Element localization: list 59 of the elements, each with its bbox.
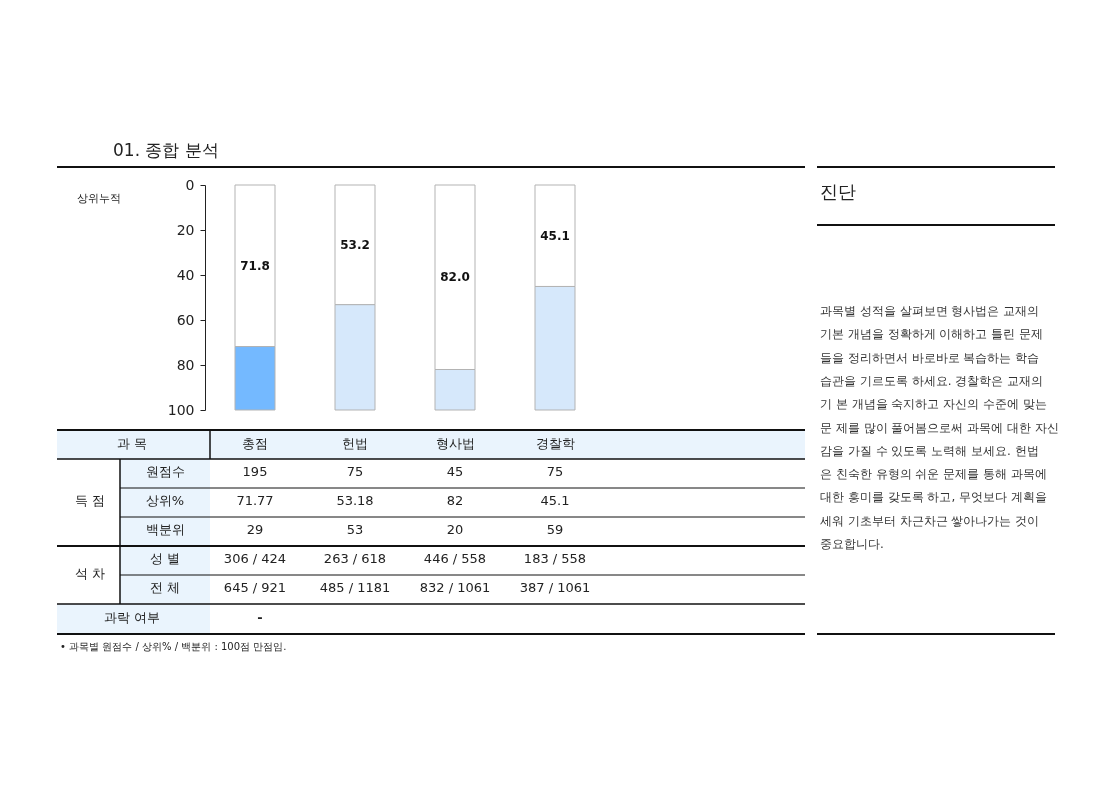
text: - [257,610,263,625]
text: 은 친숙한 유형의 쉬운 문제를 통해 과목에 [820,467,1047,482]
text: 183 / 558 [523,551,587,566]
text: 387 / 1061 [519,580,591,595]
text: 석 차 [74,566,106,581]
text: 45 [446,464,464,479]
text: 성 별 [149,551,181,566]
text: 195 [242,464,268,479]
y-tick-label: 40 [176,266,195,283]
text: 전 체 [149,580,181,595]
text: 감을 가질 수 있도록 노력해 보세요. 헌법 [820,443,1039,458]
data-label: 71.8 [240,258,270,273]
text: 들을 정리하면서 바로바로 복습하는 학습 [820,350,1040,365]
text: 과목별 성적을 살펴보면 형사법은 교재의 [820,304,1040,318]
text: 20 [446,522,464,537]
text: 75 [546,464,564,479]
text: 446 / 558 [423,551,487,566]
text: 과락 여부 [103,610,161,625]
text: 306 / 424 [223,551,287,566]
data-label: 82.0 [440,270,470,285]
chart-title: 01. 종합 분석 [113,140,219,160]
text: 진단 [820,181,856,202]
text: 문 제를 많이 풀어봄으로써 과목에 대한 자신 [820,420,1059,435]
data-label: 53.2 [340,237,370,252]
text: 645 / 921 [223,580,287,595]
y-tick-label: 80 [176,356,195,373]
text: • 과목별 원점수 / 상위% / 백분위 : 100점 만점임. [60,641,287,652]
x-tick-label: 총점 [242,436,268,451]
y-tick-label: 100 [167,401,195,418]
text: 59 [546,522,564,537]
text: 과 목 [116,436,148,451]
text: 29 [246,522,264,537]
text: 53.18 [336,493,374,508]
text: 45.1 [540,493,570,508]
text: 기본 개념을 정확하게 이해하고 틀린 문제 [820,327,1044,342]
text: 세워 기초부터 차근차근 쌓아나가는 것이 [820,513,1040,528]
x-tick-label: 형사법 [435,436,475,451]
text: 263 / 618 [323,551,387,566]
x-tick-label: 헌법 [342,436,368,451]
text: 82 [446,493,464,508]
text: 상위% [145,493,185,508]
y-tick-label: 60 [176,311,195,328]
text: 득 점 [74,493,106,508]
text: 53 [346,522,364,537]
text: 832 / 1061 [419,580,491,595]
text: 원점수 [145,464,185,479]
data-label: 45.1 [540,228,570,243]
text: 대한 흥미를 갖도록 하고, 무엇보다 계획을 [820,490,1047,505]
text: 습관을 기르도록 하세요. 경찰학은 교재의 [820,373,1044,388]
text: 71.77 [236,493,274,508]
y-axis-title: 상위누적 [77,192,121,205]
text: 백분위 [145,522,185,537]
text: 485 / 1181 [319,580,391,595]
y-tick-label: 0 [185,176,195,193]
text: 중요합니다. [820,537,884,551]
x-tick-label: 경찰학 [535,436,575,451]
text: 기 본 개념을 숙지하고 자신의 수준에 맞는 [820,397,1047,412]
y-tick-label: 20 [176,221,195,238]
text: 75 [346,464,364,479]
